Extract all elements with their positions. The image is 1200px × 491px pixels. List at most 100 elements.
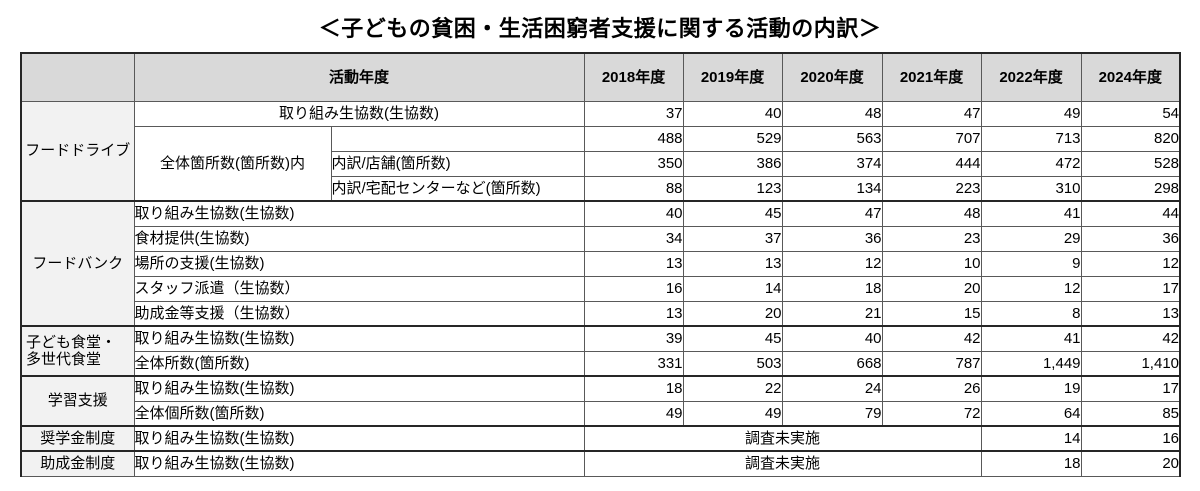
value-cell: 17 xyxy=(1080,375,1181,402)
value-cell: 17 xyxy=(1080,275,1181,302)
year-header-cell: 2021年度 xyxy=(881,52,982,102)
value-cell: 10 xyxy=(881,250,982,277)
year-header-cell: 2018年度 xyxy=(583,52,684,102)
group-cell: フードドライブ xyxy=(20,100,135,202)
value-cell: 29 xyxy=(980,225,1082,252)
value-cell: 20 xyxy=(1080,450,1181,477)
value-cell: 49 xyxy=(980,100,1082,127)
not-surveyed-cell: 調査未実施 xyxy=(583,450,982,477)
table-row: 内訳/店舗(箇所数) 350 386 374 444 472 528 xyxy=(21,150,1181,177)
value-cell: 134 xyxy=(781,175,883,202)
value-cell: 488 xyxy=(583,125,684,152)
table-row: フードドライブ 取り組み生協数(生協数) 37 40 48 47 49 54 xyxy=(20,100,1181,202)
value-cell: 47 xyxy=(781,200,883,227)
value-cell: 45 xyxy=(682,200,783,227)
row-label-cell: 助成金等支援（生協数） xyxy=(133,300,585,327)
value-cell: 13 xyxy=(1080,300,1181,327)
table-row: フードバンク 取り組み生協数(生協数) 40 45 47 48 41 44 xyxy=(20,200,1181,327)
table-row: 場所の支援(生協数) 13 13 12 10 9 12 xyxy=(21,250,1181,277)
value-cell: 9 xyxy=(980,250,1082,277)
header-row: 活動年度 2018年度 2019年度 2020年度 2021年度 2022年度 … xyxy=(20,52,1181,102)
not-surveyed-cell: 調査未実施 xyxy=(583,425,982,452)
value-cell: 707 xyxy=(881,125,982,152)
row-label-cell: 取り組み生協数(生協数) xyxy=(133,325,585,352)
table-row: 助成金制度 取り組み生協数(生協数) 調査未実施 18 20 xyxy=(20,450,1181,477)
value-cell: 64 xyxy=(980,400,1082,427)
row-label-cell: 取り組み生協数(生協数) xyxy=(133,375,585,402)
value-cell: 48 xyxy=(781,100,883,127)
value-cell: 14 xyxy=(682,275,783,302)
value-cell: 26 xyxy=(881,375,982,402)
value-cell: 42 xyxy=(881,325,982,352)
table-row: 内訳/宅配センターなど(箇所数) 88 123 134 223 310 298 xyxy=(21,175,1181,202)
value-cell: 41 xyxy=(980,200,1082,227)
group-cell: 助成金制度 xyxy=(20,450,135,477)
row-label-cell: 全体所数(箇所数) xyxy=(133,350,585,377)
row-label-cell: 取り組み生協数(生協数) xyxy=(133,200,585,227)
value-cell: 16 xyxy=(1080,425,1181,452)
value-cell: 24 xyxy=(781,375,883,402)
sub-label-cell: 内訳/店舗(箇所数) xyxy=(330,150,585,177)
value-cell: 563 xyxy=(781,125,883,152)
sub-label-cell: 内訳/宅配センターなど(箇所数) xyxy=(330,175,585,202)
row-label-cell: スタッフ派遣（生協数） xyxy=(133,275,585,302)
table-row: スタッフ派遣（生協数） 16 14 18 20 12 17 xyxy=(21,275,1181,302)
value-cell: 472 xyxy=(980,150,1082,177)
value-cell: 15 xyxy=(881,300,982,327)
table-row: 食材提供(生協数) 34 37 36 23 29 36 xyxy=(21,225,1181,252)
value-cell: 40 xyxy=(781,325,883,352)
value-cell: 18 xyxy=(980,450,1082,477)
value-cell: 44 xyxy=(1080,200,1181,227)
row-label-cell: 全体箇所数(箇所数)内 xyxy=(133,125,332,202)
value-cell: 72 xyxy=(881,400,982,427)
value-cell: 21 xyxy=(781,300,883,327)
value-cell: 1,410 xyxy=(1080,350,1181,377)
corner-cell xyxy=(20,52,135,102)
page-title: ＜子どもの貧困・生活困窮者支援に関する活動の内訳＞ xyxy=(318,16,882,41)
value-cell: 787 xyxy=(881,350,982,377)
value-cell: 223 xyxy=(881,175,982,202)
group-cell: 奨学金制度 xyxy=(20,425,135,452)
year-header-cell: 2024年度 xyxy=(1080,52,1181,102)
table-row: 学習支援 取り組み生協数(生協数) 18 22 24 26 19 17 xyxy=(20,375,1181,427)
row-label-cell: 場所の支援(生協数) xyxy=(133,250,585,277)
value-cell: 503 xyxy=(682,350,783,377)
value-cell: 820 xyxy=(1080,125,1181,152)
value-cell: 123 xyxy=(682,175,783,202)
value-cell: 36 xyxy=(781,225,883,252)
value-cell: 298 xyxy=(1080,175,1181,202)
value-cell: 374 xyxy=(781,150,883,177)
activity-breakdown-table: 活動年度 2018年度 2019年度 2020年度 2021年度 2022年度 … xyxy=(20,52,1182,477)
year-header-cell: 2022年度 xyxy=(980,52,1082,102)
value-cell: 18 xyxy=(583,375,684,402)
value-cell: 12 xyxy=(1080,250,1181,277)
value-cell: 14 xyxy=(980,425,1082,452)
value-cell: 23 xyxy=(881,225,982,252)
row-label-cell: 食材提供(生協数) xyxy=(133,225,585,252)
value-cell: 444 xyxy=(881,150,982,177)
value-cell: 88 xyxy=(583,175,684,202)
row-label-cell: 全体個所数(箇所数) xyxy=(133,400,585,427)
value-cell: 13 xyxy=(583,300,684,327)
table-row: 奨学金制度 取り組み生協数(生協数) 調査未実施 14 16 xyxy=(20,425,1181,452)
value-cell: 37 xyxy=(682,225,783,252)
value-cell: 713 xyxy=(980,125,1082,152)
value-cell: 1,449 xyxy=(980,350,1082,377)
year-header-cell: 2019年度 xyxy=(682,52,783,102)
value-cell: 331 xyxy=(583,350,684,377)
value-cell: 48 xyxy=(881,200,982,227)
value-cell: 54 xyxy=(1080,100,1181,127)
value-cell: 8 xyxy=(980,300,1082,327)
table-container: 活動年度 2018年度 2019年度 2020年度 2021年度 2022年度 … xyxy=(20,52,1182,477)
value-cell: 20 xyxy=(881,275,982,302)
value-cell: 47 xyxy=(881,100,982,127)
value-cell: 12 xyxy=(781,250,883,277)
value-cell: 386 xyxy=(682,150,783,177)
table-row: 子ども食堂・ 多世代食堂 取り組み生協数(生協数) 39 45 40 42 41… xyxy=(20,325,1181,377)
group-cell: 学習支援 xyxy=(20,375,135,427)
value-cell: 350 xyxy=(583,150,684,177)
value-cell: 34 xyxy=(583,225,684,252)
group-cell: フードバンク xyxy=(20,200,135,327)
value-cell: 37 xyxy=(583,100,684,127)
value-cell: 40 xyxy=(583,200,684,227)
